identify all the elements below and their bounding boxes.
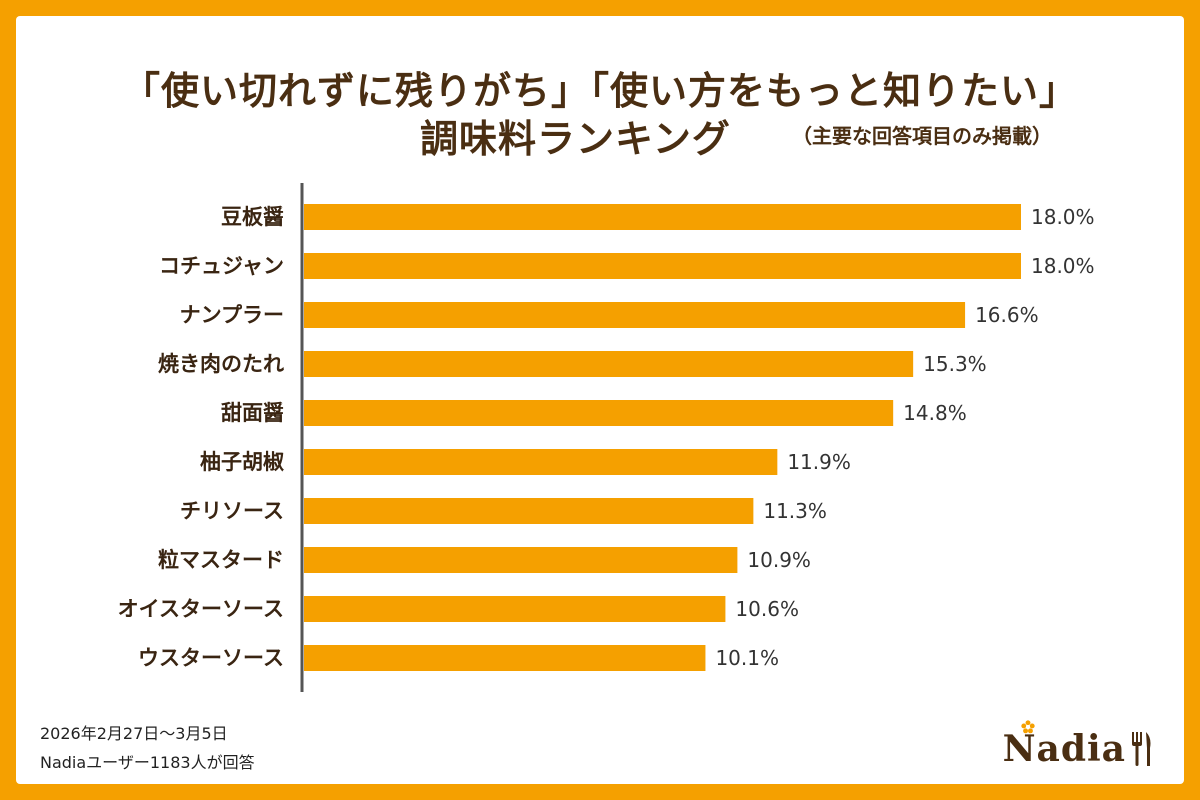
bar-9 (304, 596, 726, 622)
category-label-6: 柚子胡椒 (200, 450, 284, 474)
bar-6 (304, 449, 778, 475)
category-label-4: 焼き肉のたれ (158, 352, 284, 376)
chart-title-line2: 調味料ランキング (420, 117, 731, 161)
value-label-4: 15.3% (923, 352, 987, 376)
category-label-10: ウスターソース (138, 646, 284, 670)
value-label-3: 16.6% (975, 303, 1039, 327)
value-label-9: 10.6% (735, 597, 799, 621)
bar-4 (304, 351, 914, 377)
bar-5 (304, 400, 894, 426)
value-label-1: 18.0% (1031, 205, 1095, 229)
value-label-2: 18.0% (1031, 254, 1095, 278)
value-label-7: 11.3% (763, 499, 827, 523)
survey-respondents: Nadiaユーザー1183人が回答 (40, 753, 255, 772)
bar-7 (304, 498, 754, 524)
value-label-6: 11.9% (787, 450, 851, 474)
chart-title-line1: 「使い切れずに残りがち」「使い方をもっと知りたい」 (121, 69, 1078, 113)
category-label-7: チリソース (180, 499, 284, 523)
bar-2 (304, 253, 1021, 279)
value-label-8: 10.9% (747, 548, 811, 572)
value-label-10: 10.1% (715, 646, 779, 670)
category-label-9: オイスターソース (118, 597, 284, 621)
survey-period: 2026年2月27日〜3月5日 (40, 724, 228, 743)
nadia-logo: Nadia (1002, 720, 1154, 770)
category-label-8: 粒マスタード (158, 548, 284, 572)
category-label-5: 甜面醤 (221, 401, 284, 425)
flower-icon (1020, 720, 1035, 734)
fork-knife-icon (1132, 732, 1151, 766)
value-label-5: 14.8% (903, 401, 967, 425)
category-label-1: 豆板醤 (221, 205, 284, 229)
bar-3 (304, 302, 966, 328)
category-label-2: コチュジャン (159, 254, 284, 278)
bar-10 (304, 645, 706, 671)
logo-text: Nadia (1002, 728, 1126, 770)
bar-1 (304, 204, 1021, 230)
chart-subtitle-note: （主要な回答項目のみ掲載） (792, 124, 1052, 148)
bar-8 (304, 547, 738, 573)
category-label-3: ナンプラー (180, 303, 284, 327)
